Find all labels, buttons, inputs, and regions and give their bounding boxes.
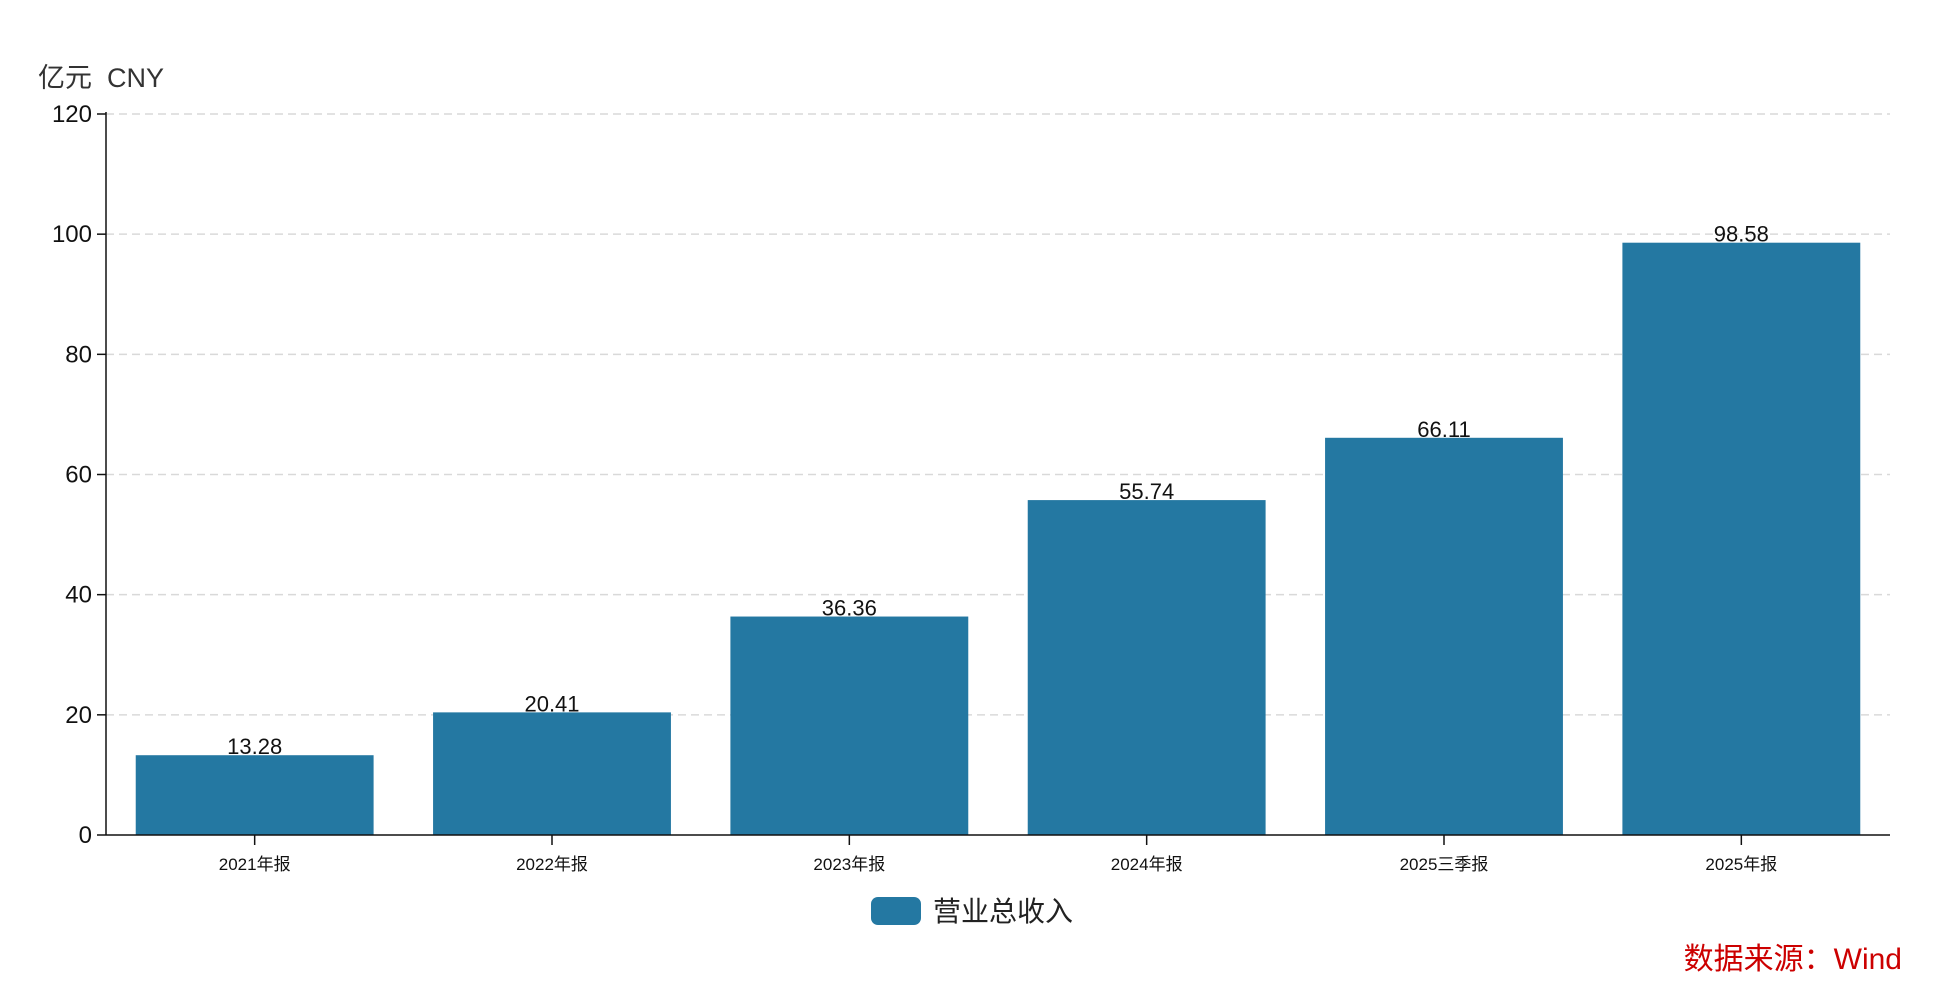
- data-label: 98.58: [1714, 222, 1769, 247]
- y-tick-label: 0: [79, 822, 92, 849]
- bar: [135, 755, 374, 835]
- axes: 0 20 40 60 80 100 120 2021年报 2022年报 2023年报 2024年报 2…: [52, 101, 1890, 874]
- x-tick-label: 2021年报: [219, 855, 291, 874]
- y-tick-label: 100: [52, 221, 92, 248]
- data-labels: 13.28 20.41 36.36 55.74 66.11 98.58: [227, 222, 1769, 760]
- data-label: 66.11: [1417, 417, 1470, 442]
- y-axis-unit-label: 亿元 CNY: [38, 63, 165, 93]
- legend-label: 营业总收入: [933, 896, 1073, 927]
- data-label: 20.41: [524, 691, 579, 716]
- data-label: 13.28: [227, 734, 282, 759]
- x-tick-label: 2023年报: [813, 855, 885, 874]
- y-tick-label: 40: [65, 582, 92, 609]
- gridlines: [106, 113, 1890, 716]
- y-tick-label: 60: [65, 462, 92, 489]
- bars: [135, 242, 1861, 836]
- legend: 营业总收入: [870, 896, 1073, 927]
- data-label: 55.74: [1119, 479, 1174, 504]
- y-tick-label: 120: [52, 101, 92, 128]
- bar: [1622, 242, 1861, 836]
- bar: [1325, 437, 1563, 835]
- bar: [433, 712, 671, 835]
- x-tick-label: 2025年报: [1705, 855, 1777, 874]
- x-tick-label: 2025三季报: [1400, 855, 1489, 874]
- bar: [1027, 500, 1266, 835]
- x-tick-label: 2024年报: [1111, 855, 1183, 874]
- y-tick-label: 20: [65, 702, 92, 729]
- y-tick-label: 80: [65, 341, 92, 368]
- x-tick-label: 2022年报: [516, 855, 588, 874]
- legend-swatch: [870, 897, 921, 925]
- data-source-label: 数据来源：Wind: [1683, 943, 1902, 976]
- data-label: 36.36: [822, 596, 877, 621]
- bar: [730, 616, 969, 835]
